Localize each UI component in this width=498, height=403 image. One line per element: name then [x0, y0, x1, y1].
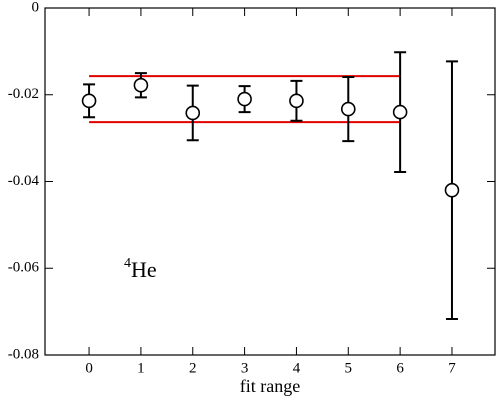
- data-point: [444, 182, 460, 198]
- x-axis-label: fit range: [240, 376, 300, 396]
- y-tick-label: -0.02: [8, 86, 39, 102]
- x-tick-label: 2: [189, 360, 197, 376]
- annotation-superscript: 4: [124, 256, 131, 271]
- y-tick-label: 0: [32, 0, 40, 15]
- y-tick-label: -0.08: [8, 346, 39, 362]
- y-tick-label: -0.04: [8, 173, 40, 189]
- data-point: [133, 77, 149, 93]
- data-point: [81, 93, 97, 109]
- x-tick-label: 5: [345, 360, 353, 376]
- x-tick-label: 7: [448, 360, 456, 376]
- data-point: [392, 104, 408, 120]
- data-point: [340, 101, 356, 117]
- x-tick-label: 3: [241, 360, 249, 376]
- annotation-text: He: [131, 257, 157, 282]
- data-point: [289, 93, 304, 109]
- data-point: [237, 91, 252, 107]
- plot-frame: [44, 7, 496, 356]
- x-tick-label: 1: [137, 360, 145, 376]
- y-tick-label: -0.06: [8, 260, 40, 276]
- x-tick-label: 4: [293, 360, 301, 376]
- annotation: 4He: [124, 256, 157, 282]
- x-tick-label: 6: [396, 360, 404, 376]
- x-tick-label: 0: [85, 360, 93, 376]
- data-point: [185, 105, 201, 121]
